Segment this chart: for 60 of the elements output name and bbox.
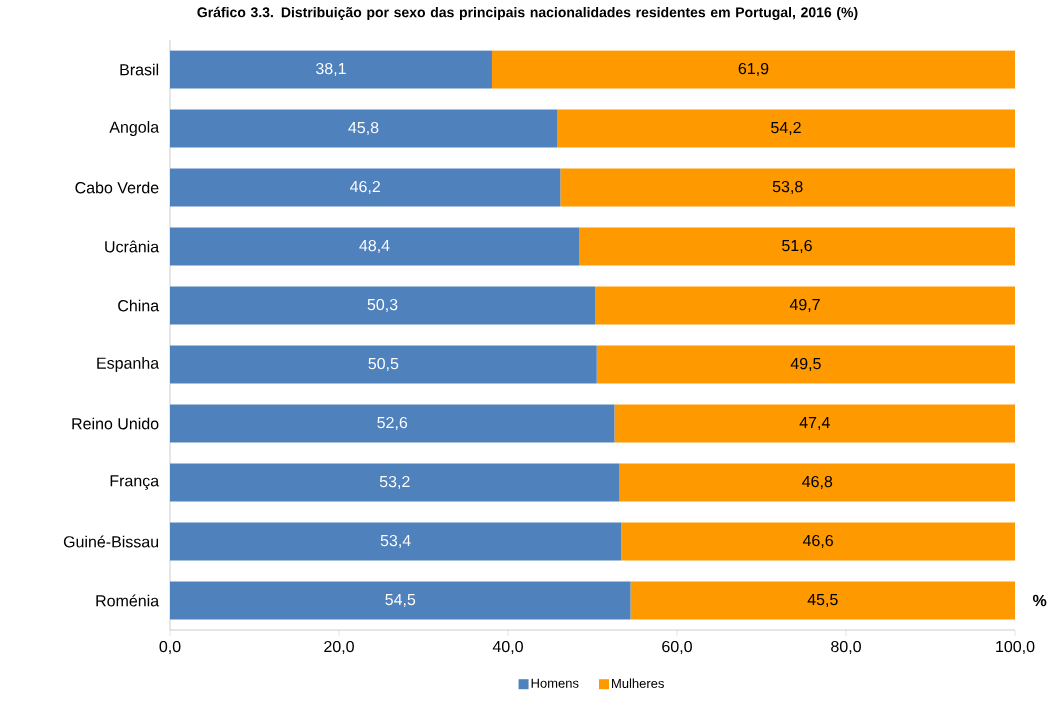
data-label: 61,9 [738,62,769,77]
bar [170,345,597,384]
bar [619,463,1016,502]
bar [491,50,1016,89]
bar [170,50,492,89]
bar [596,345,1016,384]
y-tick-label: China [118,299,160,312]
bar [595,286,1016,325]
data-label: 54,5 [385,593,416,608]
bar [170,404,615,443]
data-label: 46,2 [349,180,380,195]
bar [630,581,1016,620]
data-label: 38,1 [316,62,346,77]
y-tick-label: Guiné-Bissau [63,535,159,548]
x-tick-label: 100,0 [996,640,1035,655]
y-tick-label: Angola [109,121,160,136]
bar [170,227,579,266]
data-label: 48,4 [359,239,390,254]
x-tick-label: 40,0 [492,640,523,655]
bar [560,168,1016,207]
data-label: 46,8 [802,475,833,490]
y-tick-label: Ucrânia [105,240,160,253]
data-label: 47,4 [799,416,830,431]
data-label: 50,5 [368,357,399,372]
data-label: 45,8 [348,121,379,136]
y-tick-label: Reino Unido [72,417,159,430]
y-tick-label: França [110,475,160,490]
x-tick-label: 60,0 [662,640,692,655]
y-tick-label: Cabo Verde [75,181,159,194]
data-label: 45,5 [807,593,838,608]
bar [578,227,1016,266]
x-tick-label: 80,0 [831,640,861,655]
bar [170,581,631,620]
data-label: 53,2 [379,475,410,490]
legend-label: Homens [531,678,579,688]
data-label: 52,6 [377,416,408,431]
data-label: 53,4 [380,534,411,549]
data-label: 51,6 [782,239,812,254]
bar [170,522,622,561]
legend-label: Mulheres [612,678,664,688]
y-tick-label: Espanha [97,357,160,372]
x-tick-label: 20,0 [324,640,354,655]
x-axis-title: % [1032,594,1047,607]
data-label: 54,2 [771,121,801,136]
data-label: 49,5 [790,357,821,372]
bar [557,109,1016,148]
bar [621,522,1016,561]
bar [170,168,561,207]
y-tick-label: Brasil [120,63,159,76]
data-label: 49,7 [789,298,820,313]
bar [170,463,620,502]
bar [170,109,558,148]
x-tick-label: 0,0 [159,640,181,655]
data-label: 53,8 [772,180,803,195]
bar [614,404,1016,443]
data-label: 46,6 [802,534,833,549]
data-label: 50,3 [367,298,398,313]
chart-title: Gráfico 3.3. Distribuição por sexo das principais nacionalidades residentes em Portugal, 2016 (%) [197,6,858,21]
y-tick-label: Roménia [96,594,160,607]
bar [170,286,596,325]
